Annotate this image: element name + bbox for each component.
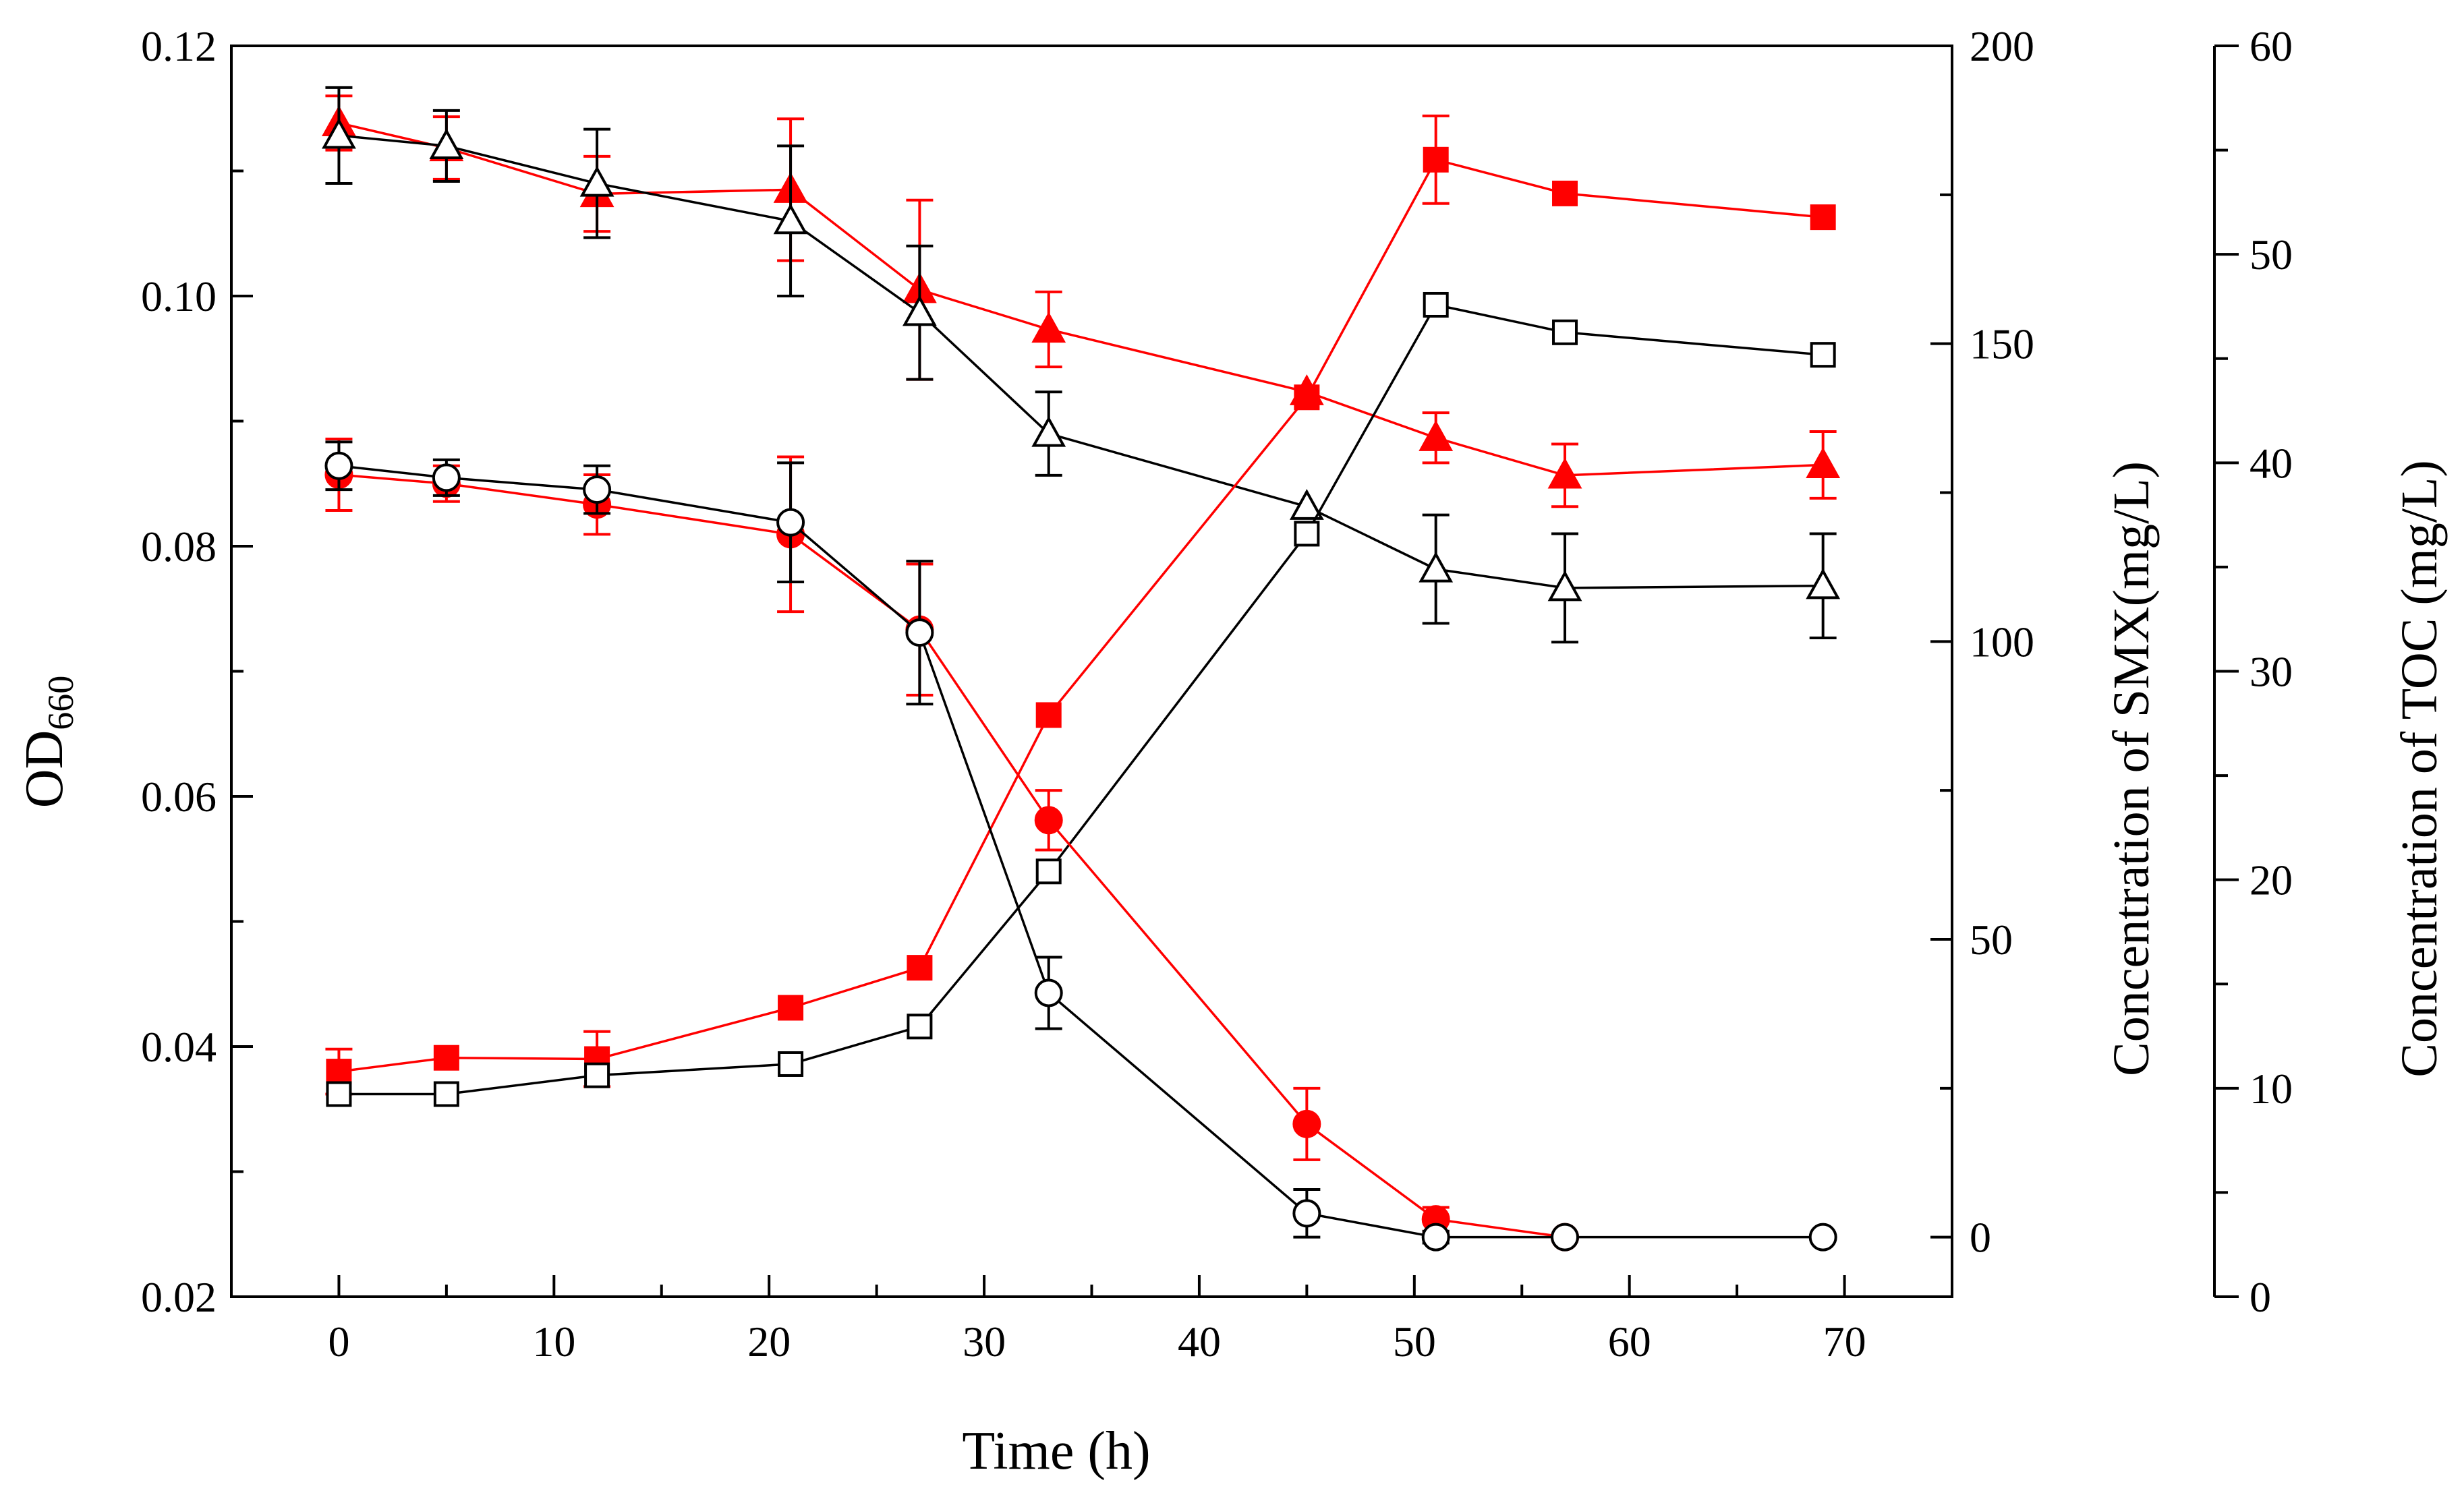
data-point-circle (1292, 1109, 1321, 1138)
y3-axis-label: Concentration of TOC (mg/L) (2391, 460, 2448, 1077)
y2-axis-label: Concentration of SMX(mg/L) (2103, 461, 2160, 1076)
y-axis-label-main: OD (15, 730, 74, 809)
data-point-square (778, 1051, 804, 1077)
data-point-circle (1421, 1223, 1450, 1252)
data-point-triangle (1289, 489, 1324, 520)
data-point-square (433, 1045, 459, 1071)
series-line (339, 121, 1823, 477)
x-tick-label: 70 (1823, 1318, 1866, 1366)
series-toc-black- (322, 86, 1841, 644)
data-point-square (1294, 384, 1320, 411)
data-point-square (1035, 858, 1062, 885)
data-point-square (1552, 180, 1578, 206)
data-point-square (778, 995, 804, 1021)
data-point-circle (1292, 1199, 1321, 1228)
data-point-circle (776, 508, 805, 537)
data-point-square (584, 1062, 610, 1088)
y-axis-smx: 0 50 100 150 200 (1930, 22, 2034, 1262)
y3-tick-label: 10 (2250, 1065, 2293, 1113)
data-point-triangle (1031, 415, 1066, 447)
x-tick-label: 60 (1608, 1318, 1651, 1366)
y3-tick-label: 50 (2250, 231, 2293, 278)
series-od660-black- (326, 291, 1836, 1107)
data-point-triangle (1806, 568, 1841, 599)
y2-tick-label: 150 (1970, 320, 2034, 368)
y3-tick-label: 20 (2250, 856, 2293, 904)
y3-tick-label: 40 (2250, 439, 2293, 487)
y-axis-label: OD660 (15, 676, 81, 809)
data-point-triangle (1419, 551, 1454, 583)
x-tick-label: 50 (1393, 1318, 1436, 1366)
data-point-triangle (902, 295, 937, 326)
series-line (339, 473, 1566, 1239)
y-tick-label: 0.02 (141, 1273, 217, 1321)
y3-tick-label: 60 (2250, 22, 2293, 70)
series-smx-red- (324, 438, 1580, 1252)
data-point-square (1294, 521, 1320, 547)
data-point-triangle (322, 117, 356, 149)
plot-frame (230, 45, 1953, 1298)
series-line (339, 134, 1823, 589)
data-point-triangle (1806, 447, 1841, 479)
data-point-circle (324, 451, 353, 480)
y2-tick-label: 100 (1970, 618, 2034, 666)
data-point-circle (1034, 978, 1063, 1007)
data-point-square (1810, 342, 1836, 368)
data-point-circle (1808, 1223, 1837, 1252)
y2-tick-label: 200 (1970, 22, 2034, 70)
data-point-circle (432, 463, 461, 492)
series-line (339, 465, 1823, 1239)
series-smx-black- (324, 440, 1837, 1252)
data-point-triangle (773, 203, 808, 235)
data-point-square (1423, 146, 1449, 173)
y-tick-label: 0.04 (141, 1023, 217, 1071)
data-point-square (326, 1081, 352, 1107)
y-tick-label: 0.12 (141, 22, 217, 70)
data-point-triangle (429, 128, 464, 159)
y2-tick-label: 0 (1970, 1214, 1991, 1262)
y3-tick-label: 30 (2250, 648, 2293, 696)
data-point-circle (905, 618, 934, 647)
data-point-circle (1034, 806, 1063, 835)
data-point-square (907, 955, 933, 981)
x-tick-label: 0 (328, 1318, 349, 1366)
x-axis-label: Time (h) (962, 1421, 1150, 1481)
series-line (339, 158, 1823, 1073)
data-point-square (1552, 319, 1578, 345)
y2-tick-label: 50 (1970, 916, 2013, 964)
y-axis-od: 0.02 0.04 0.06 0.08 0.10 0.12 (141, 22, 253, 1321)
series-od660-red- (325, 114, 1836, 1096)
y-axis-label-subscript: 660 (40, 676, 81, 730)
x-tick-label: 10 (532, 1318, 575, 1366)
x-tick-label: 40 (1178, 1318, 1221, 1366)
x-tick-label: 20 (747, 1318, 791, 1366)
y-tick-label: 0.08 (141, 523, 217, 570)
y-tick-label: 0.06 (141, 773, 217, 821)
data-point-square (433, 1081, 459, 1107)
data-point-triangle (1547, 457, 1582, 489)
data-point-square (326, 1059, 352, 1085)
data-point-square (1423, 291, 1449, 318)
series-line (339, 303, 1823, 1096)
data-point-circle (583, 475, 612, 504)
x-tick-label: 30 (963, 1318, 1006, 1366)
data-point-triangle (1547, 570, 1582, 601)
series-layer (322, 86, 1841, 1252)
data-point-triangle (579, 165, 614, 197)
data-point-circle (1551, 1223, 1580, 1252)
plot-border (230, 45, 1953, 1298)
data-point-square (1035, 702, 1062, 728)
data-point-triangle (1419, 420, 1454, 451)
data-point-triangle (1031, 312, 1066, 343)
x-axis: 0 10 20 30 40 50 60 70 (230, 1275, 1953, 1366)
y3-tick-label: 0 (2250, 1273, 2271, 1321)
series-toc-red- (322, 94, 1841, 508)
data-point-square (1810, 204, 1836, 231)
y-axis-toc: 0 10 20 30 40 50 60 (2213, 22, 2293, 1321)
data-point-square (907, 1014, 933, 1040)
y-tick-label: 0.10 (141, 272, 217, 320)
